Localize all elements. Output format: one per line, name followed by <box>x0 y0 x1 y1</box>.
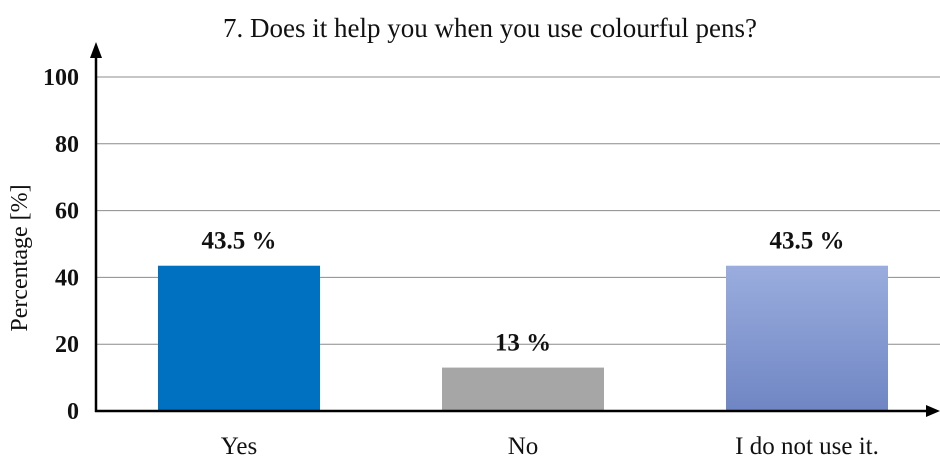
y-tick-label-40: 40 <box>55 265 79 291</box>
y-tick-label-20: 20 <box>55 332 79 358</box>
bar-no <box>442 367 604 411</box>
x-tick-label-0: Yes <box>221 433 257 456</box>
axes <box>90 42 940 417</box>
data-label-2: 43.5 % <box>770 228 845 255</box>
data-label-0: 43.5 % <box>202 228 277 255</box>
bar-i-do-not-use-it <box>726 265 888 411</box>
y-tick-label-80: 80 <box>55 132 79 158</box>
x-axis-arrowhead <box>926 405 940 417</box>
labels: 0 20 40 60 80 100 43.5 % Yes 13 % No 43.5 % I do no… <box>43 65 879 456</box>
y-tick-label-100: 100 <box>43 65 79 91</box>
y-tick-label-0: 0 <box>67 399 79 425</box>
y-axis-label: Percentage [%] <box>7 184 33 331</box>
x-tick-label-1: No <box>508 433 539 456</box>
y-axis-arrowhead <box>90 42 102 58</box>
x-tick-label-2: I do not use it. <box>735 433 879 456</box>
data-label-1: 13 % <box>495 330 551 357</box>
bars <box>158 265 888 411</box>
bar-yes <box>158 265 320 411</box>
y-tick-label-60: 60 <box>55 199 79 225</box>
chart-title: 7. Does it help you when you use colourf… <box>223 13 757 43</box>
